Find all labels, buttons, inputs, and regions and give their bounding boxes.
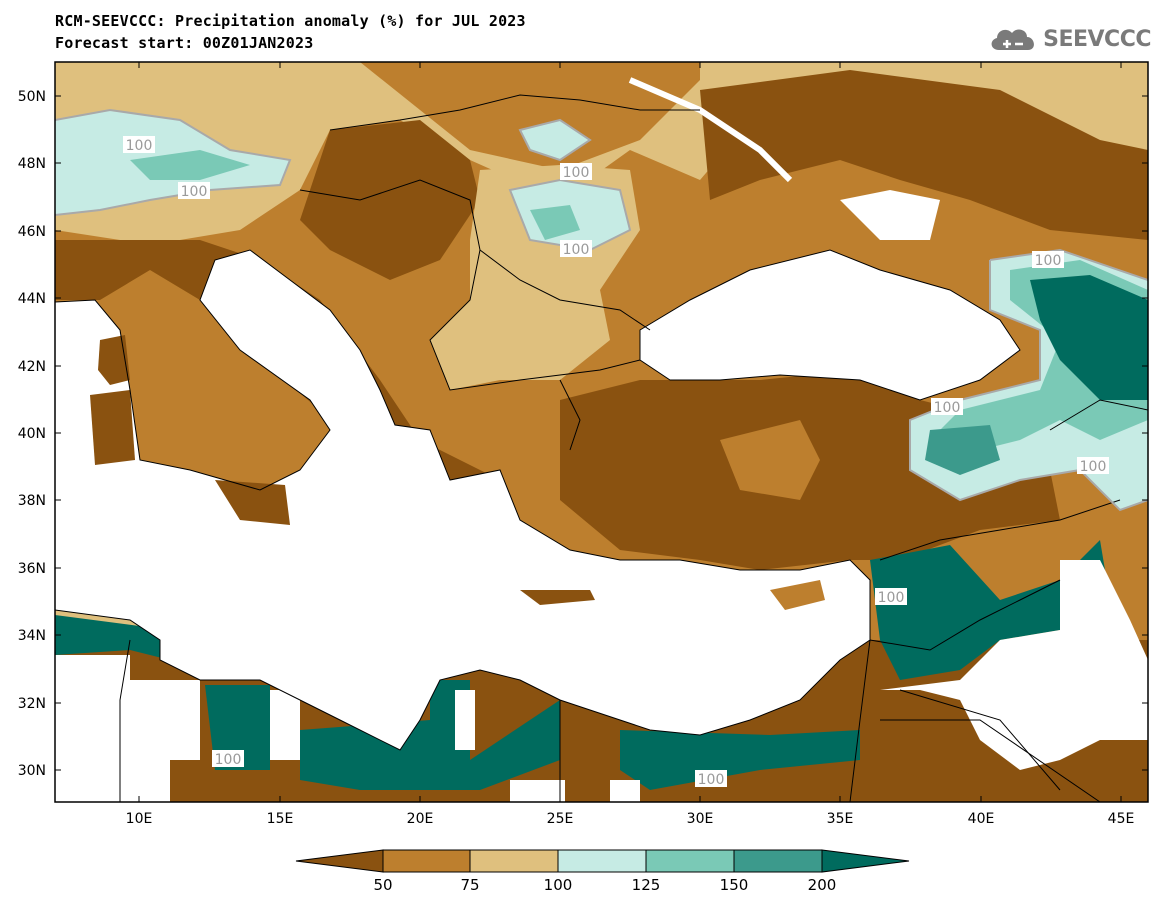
map-frame bbox=[54, 61, 1149, 803]
colorbar-segment-100-125 bbox=[557, 849, 647, 873]
logo-text: SEEVCCC bbox=[1043, 26, 1151, 52]
contour-label: 100 bbox=[698, 772, 725, 788]
black-sea bbox=[640, 250, 1020, 400]
colorbar-label: 75 bbox=[460, 876, 479, 894]
anomaly-100-125-ukraine-north bbox=[520, 120, 590, 160]
masked-area-tunisia-south bbox=[55, 680, 200, 802]
lon-label: 25E bbox=[547, 811, 574, 827]
masked-area-libya-west bbox=[270, 690, 300, 760]
lat-label: 48N bbox=[18, 156, 46, 172]
lon-label: 15E bbox=[267, 811, 294, 827]
contour-label: 100 bbox=[934, 400, 961, 416]
contour-label: 100 bbox=[126, 138, 153, 154]
mediterranean-sea bbox=[55, 250, 870, 750]
colorbar: 50 75 100 125 150 200 bbox=[295, 849, 910, 894]
anomaly-above-200-tripolitania bbox=[205, 685, 270, 770]
sea-of-azov bbox=[840, 190, 940, 240]
lat-label: 36N bbox=[18, 561, 46, 577]
lon-label: 35E bbox=[827, 811, 854, 827]
contour-labels: 100 100 100 100 100 100 100 100 100 100 bbox=[123, 136, 1109, 788]
anomaly-below-50-ukraine bbox=[700, 70, 1148, 240]
anomaly-75-100-north bbox=[55, 62, 1148, 240]
sicily-land bbox=[215, 480, 290, 525]
colorbar-segment-75-100 bbox=[469, 849, 559, 873]
colorbar-label: 150 bbox=[720, 876, 749, 894]
colorbar-label: 125 bbox=[632, 876, 661, 894]
sardinia-land bbox=[90, 390, 135, 465]
lat-label: 38N bbox=[18, 493, 46, 509]
colorbar-label: 50 bbox=[373, 876, 392, 894]
lon-label: 40E bbox=[968, 811, 995, 827]
colorbar-segment-below-50 bbox=[295, 849, 384, 873]
colorbar-segment-50-75 bbox=[382, 849, 471, 873]
lat-label: 34N bbox=[18, 628, 46, 644]
masked-area-arabia bbox=[880, 560, 1148, 770]
coastlines-borders bbox=[55, 94, 1148, 802]
masked-area-egypt-south bbox=[610, 780, 640, 802]
colorbar-label: 100 bbox=[544, 876, 573, 894]
contour-label: 100 bbox=[563, 165, 590, 181]
anomaly-below-50-hungary bbox=[300, 120, 480, 280]
lat-label: 30N bbox=[18, 763, 46, 779]
contour-100-lines bbox=[55, 108, 1148, 512]
anomaly-above-200-egypt bbox=[620, 730, 860, 790]
anomaly-125-150-alps bbox=[130, 150, 250, 180]
lat-label: 46N bbox=[18, 224, 46, 240]
lat-label: 44N bbox=[18, 291, 46, 307]
map-field bbox=[55, 62, 1148, 802]
lat-label: 50N bbox=[18, 89, 46, 105]
anomaly-above-200-libya bbox=[300, 680, 560, 790]
contour-label: 100 bbox=[215, 752, 242, 768]
lat-label: 32N bbox=[18, 696, 46, 712]
masked-area-egypt-west bbox=[510, 780, 565, 802]
cloud-icon bbox=[991, 29, 1035, 50]
lon-label: 45E bbox=[1108, 811, 1135, 827]
crete-land bbox=[520, 590, 595, 605]
seevccc-logo: SEEVCCC bbox=[987, 24, 1151, 54]
contour-label: 100 bbox=[878, 590, 905, 606]
anomaly-above-200-caucasus bbox=[1030, 275, 1148, 400]
contour-label: 100 bbox=[1035, 253, 1062, 269]
anomaly-125-150-romania bbox=[530, 205, 580, 240]
corsica-land bbox=[98, 335, 130, 385]
colorbar-segment-150-200 bbox=[733, 849, 823, 873]
longitude-axis: 10E 15E 20E 25E 30E 35E 40E 45E bbox=[126, 62, 1135, 827]
colorbar-label: 200 bbox=[808, 876, 837, 894]
masked-area-libya-east bbox=[455, 690, 475, 750]
lon-label: 10E bbox=[126, 811, 153, 827]
anomaly-above-200-levant bbox=[870, 540, 1110, 680]
lon-label: 20E bbox=[407, 811, 434, 827]
contour-label: 100 bbox=[1080, 459, 1107, 475]
contour-label: 100 bbox=[181, 184, 208, 200]
lat-label: 40N bbox=[18, 426, 46, 442]
forecast-start-label: Forecast start: 00Z01JAN2023 bbox=[55, 34, 314, 52]
colorbar-segment-above-200 bbox=[821, 849, 910, 873]
cyprus-land bbox=[770, 580, 825, 610]
dnieper-river bbox=[628, 77, 793, 183]
map-title: RCM-SEEVCCC: Precipitation anomaly (%) f… bbox=[55, 12, 526, 30]
colorbar-segment-125-150 bbox=[645, 849, 735, 873]
anomaly-150-200-armenia bbox=[925, 425, 1000, 475]
latitude-axis: 50N 48N 46N 44N 42N 40N 38N 36N 34N 32N … bbox=[18, 89, 1148, 779]
lat-label: 42N bbox=[18, 359, 46, 375]
lon-label: 30E bbox=[687, 811, 714, 827]
anomaly-50-75-central-anatolia bbox=[720, 420, 820, 500]
contour-label: 100 bbox=[563, 242, 590, 258]
